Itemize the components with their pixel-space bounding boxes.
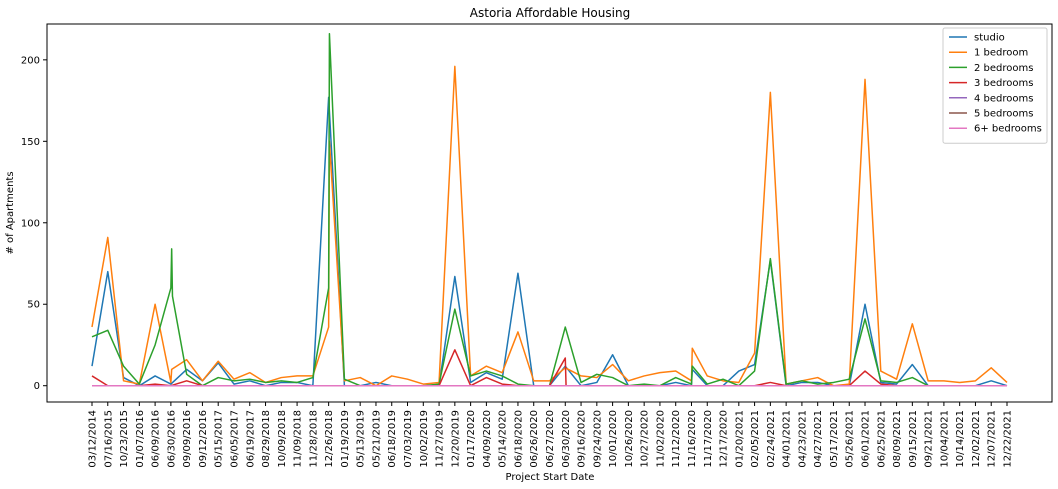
x-tick-label: 01/07/2016 [135,410,146,468]
y-tick-label: 150 [21,137,40,148]
series-line-0 [91,96,1008,387]
x-tick-label: 04/09/2020 [482,410,493,468]
x-tick-label: 06/01/2021 [861,410,872,468]
x-tick-label: 05/17/2021 [829,410,840,468]
chart-title: Astoria Affordable Housing [470,6,630,20]
x-tick-label: 12/02/2021 [971,410,982,468]
x-tick-label: 06/25/2021 [876,410,887,468]
legend: studio 1 bedroom 2 bedrooms 3 bedrooms 4 bed… [942,27,1048,144]
x-tick-label: 07/03/2019 [403,410,414,468]
legend-entry: 5 bedrooms [974,109,1033,120]
x-tick-label: 10/09/2018 [277,410,288,468]
legend-entry: 3 bedrooms [974,78,1033,89]
x-tick-label: 09/21/2021 [924,410,935,468]
y-tick-label: 50 [27,300,40,311]
legend-entry: 4 bedrooms [974,93,1033,104]
y-tick-label: 200 [21,55,40,66]
legend-entry: 6+ bedrooms [974,124,1042,135]
x-tick-label: 10/27/2020 [640,410,651,468]
x-tick-label: 08/29/2018 [261,410,272,468]
x-tick-label: 12/22/2021 [1003,410,1014,468]
y-tick-label: 0 [34,381,40,392]
x-tick-label: 08/09/2021 [892,410,903,468]
series-line-1 [91,65,1008,387]
y-axis: 0 50 100 150 200 [21,55,47,392]
x-tick-label: 06/30/2016 [166,410,177,468]
x-tick-label: 05/26/2021 [845,410,856,468]
x-tick-label: 06/05/2017 [229,410,240,468]
x-tick-label: 06/26/2020 [529,410,540,468]
x-tick-label: 05/13/2019 [356,410,367,468]
legend-entry: studio [974,33,1005,44]
x-tick-label: 02/24/2021 [766,410,777,468]
x-tick-label: 12/20/2019 [450,410,461,468]
x-tick-label: 10/14/2021 [955,410,966,468]
legend-entry: 1 bedroom [974,48,1028,59]
x-tick-label: 09/24/2020 [592,410,603,468]
x-tick-label: 11/02/2020 [655,410,666,468]
x-tick-label: 06/27/2020 [545,410,556,468]
x-tick-label: 01/17/2020 [466,410,477,468]
x-tick-label: 05/15/2017 [214,410,225,468]
x-tick-label: 07/16/2015 [103,410,114,468]
x-tick-label: 10/01/2020 [608,410,619,468]
x-tick-label: 04/27/2021 [813,410,824,468]
x-tick-label: 02/05/2021 [750,410,761,468]
x-tick-label: 06/30/2020 [561,410,572,468]
x-tick-label: 11/09/2018 [293,410,304,468]
x-tick-label: 11/12/2020 [671,410,682,468]
series-layer [91,33,1008,387]
x-tick-label: 11/17/2020 [703,410,714,468]
x-tick-label: 10/02/2019 [419,410,430,468]
x-tick-label: 11/28/2018 [308,410,319,468]
y-tick-label: 100 [21,218,40,229]
x-tick-label: 06/19/2017 [245,410,256,468]
legend-box [942,27,1048,144]
x-tick-label: 04/23/2021 [797,410,808,468]
legend-entry: 2 bedrooms [974,63,1033,74]
x-tick-label: 06/18/2019 [387,410,398,468]
x-tick-label: 12/07/2021 [987,410,998,468]
y-axis-label: # of Apartments [5,171,16,254]
x-axis-label: Project Start Date [506,472,595,483]
x-tick-label: 01/20/2021 [734,410,745,468]
x-tick-label: 12/17/2020 [719,410,730,468]
x-tick-label: 06/09/2016 [151,410,162,468]
x-tick-label: 09/15/2021 [908,410,919,468]
x-tick-label: 12/26/2018 [324,410,335,468]
x-tick-label: 01/19/2019 [340,410,351,468]
x-tick-label: 10/26/2020 [624,410,635,468]
x-tick-label: 09/12/2016 [198,410,209,468]
x-tick-label: 03/12/2014 [88,410,99,468]
x-tick-label: 10/04/2021 [939,410,950,468]
x-tick-label: 10/23/2015 [119,410,130,468]
x-tick-label: 09/09/2016 [182,410,193,468]
x-tick-label: 05/21/2019 [371,410,382,468]
x-tick-label: 04/01/2021 [782,410,793,468]
x-axis: 03/12/2014 07/16/2015 10/23/2015 01/07/2016… [88,402,1014,468]
x-tick-label: 09/16/2020 [577,410,588,468]
x-tick-label: 06/18/2020 [513,410,524,468]
x-tick-label: 11/27/2019 [435,410,446,468]
x-tick-label: 05/14/2020 [498,410,509,468]
x-tick-label: 11/16/2020 [687,410,698,468]
